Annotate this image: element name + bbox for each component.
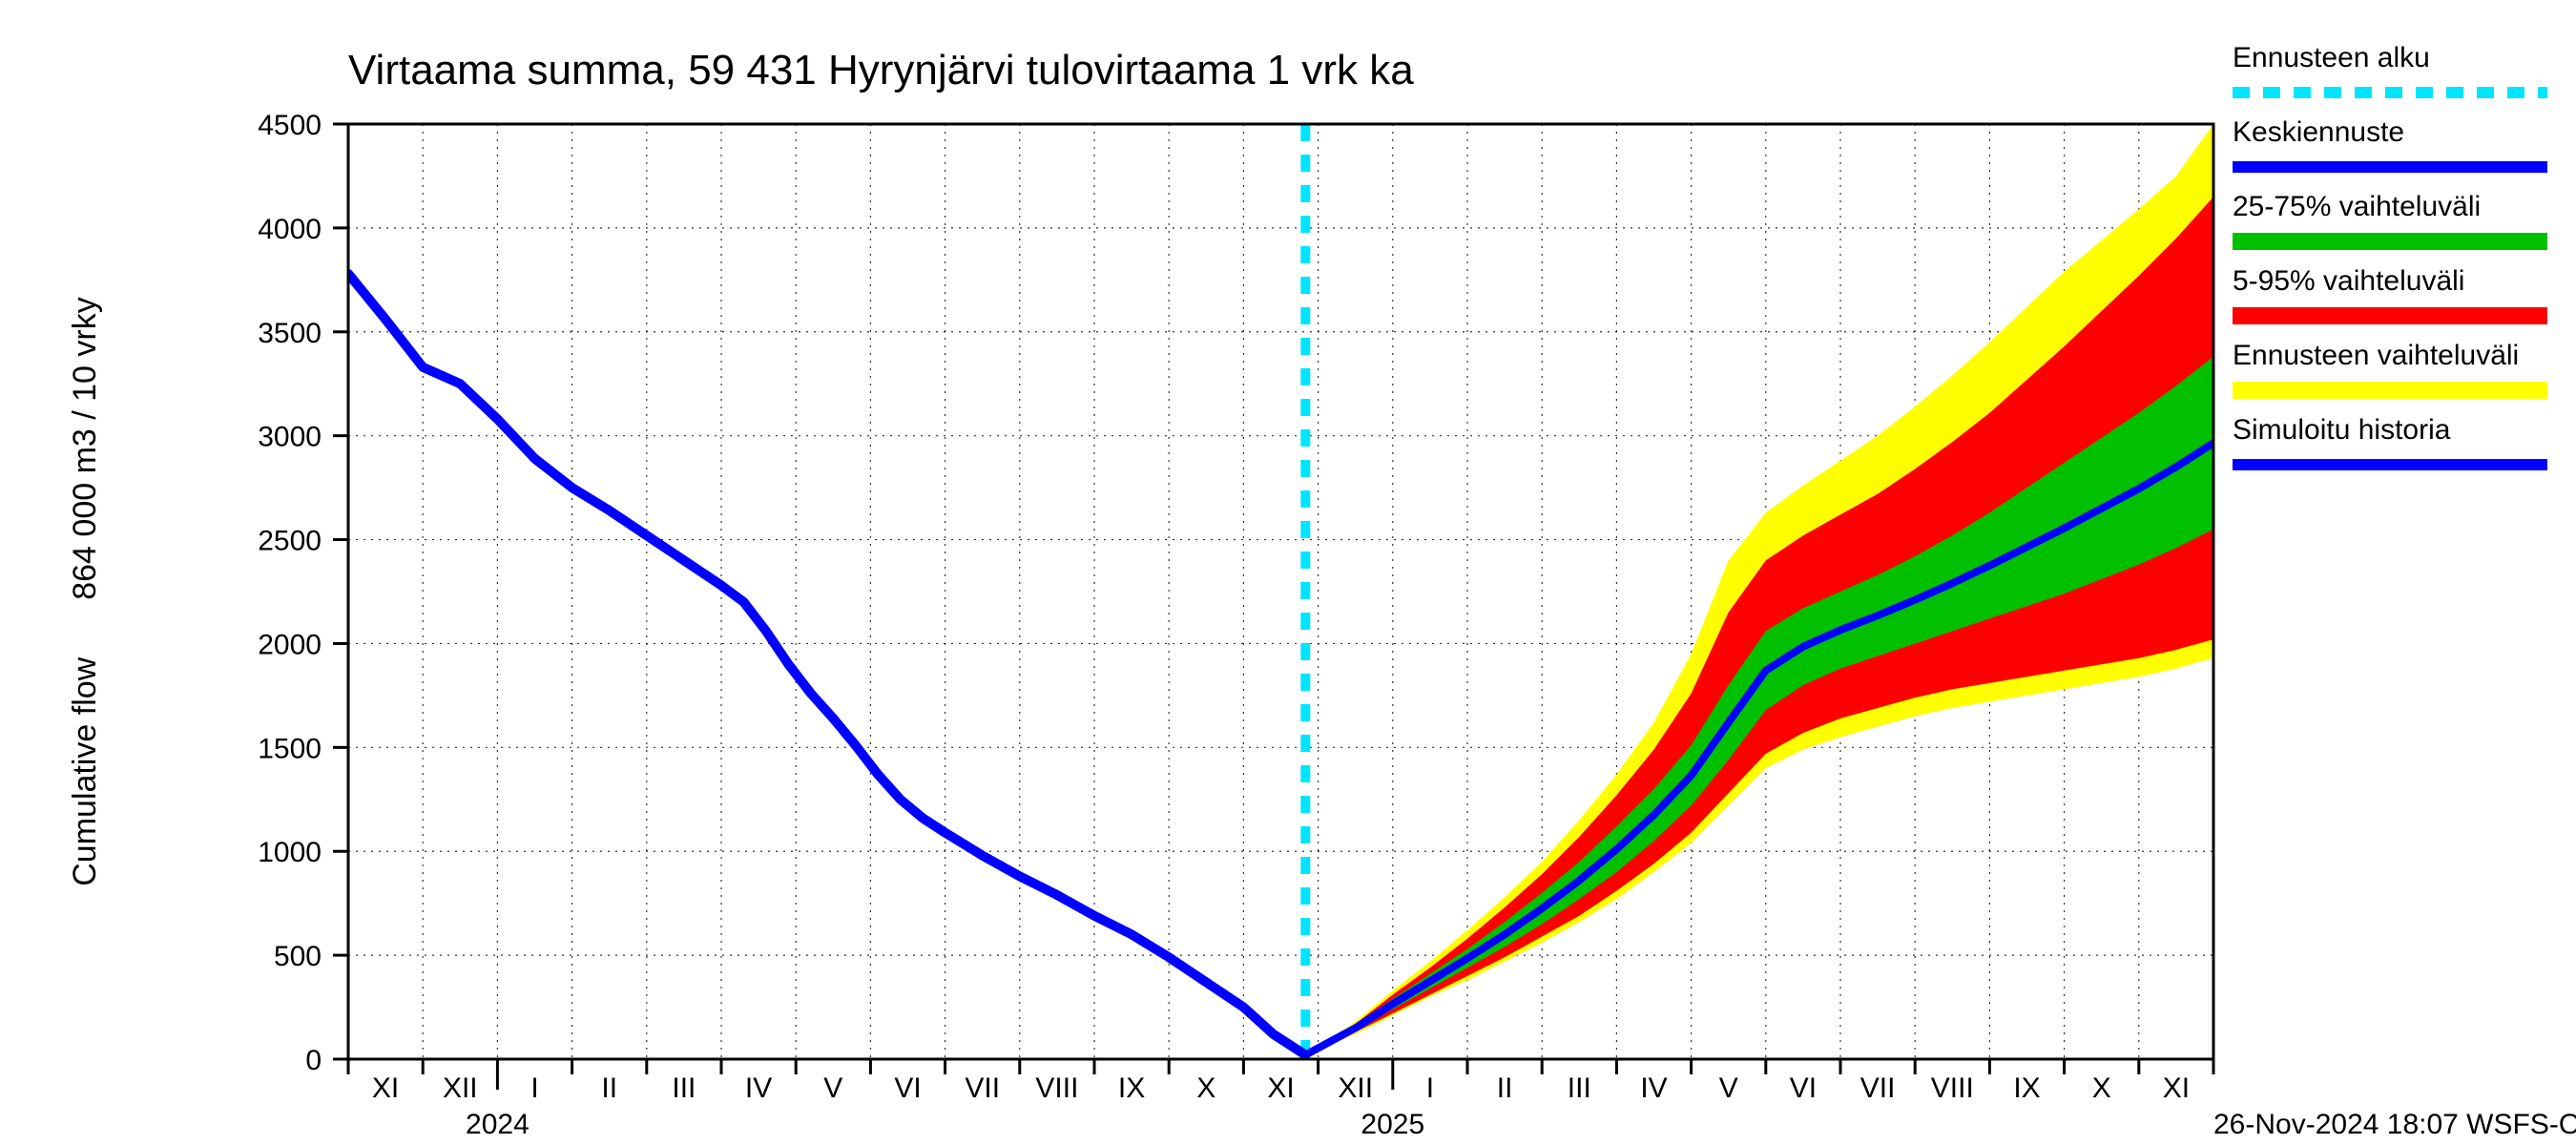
x-month-label: I — [530, 1072, 538, 1104]
x-month-label: VIII — [1035, 1072, 1078, 1104]
x-month-label: XI — [1267, 1072, 1294, 1104]
legend-label: 5-95% vaihteluväli — [2233, 265, 2464, 297]
legend-swatch — [2233, 233, 2547, 250]
x-month-label: III — [1568, 1072, 1591, 1104]
legend-swatch — [2233, 382, 2547, 399]
chart-svg: 050010001500200025003000350040004500XIXI… — [0, 0, 2576, 1145]
legend-label: Keskiennuste — [2233, 116, 2404, 148]
x-month-label: I — [1426, 1072, 1434, 1104]
y-tick-label: 3000 — [258, 422, 322, 453]
footer-timestamp: 26-Nov-2024 18:07 WSFS-O — [2213, 1109, 2576, 1140]
legend-label: Ennusteen vaihteluväli — [2233, 340, 2519, 371]
y-tick-label: 500 — [274, 941, 322, 972]
x-month-label: III — [672, 1072, 696, 1104]
x-month-label: XII — [443, 1072, 478, 1104]
x-month-label: VII — [965, 1072, 1000, 1104]
chart-title: Virtaama summa, 59 431 Hyrynjärvi tulovi… — [348, 47, 1414, 94]
y-tick-label: 2000 — [258, 629, 322, 660]
x-year-label: 2024 — [466, 1109, 530, 1140]
x-month-label: XI — [372, 1072, 399, 1104]
x-month-label: VI — [1790, 1072, 1817, 1104]
y-tick-label: 4000 — [258, 214, 322, 245]
legend-swatch — [2233, 307, 2547, 324]
legend-label: 25-75% vaihteluväli — [2233, 191, 2481, 222]
x-month-label: V — [1719, 1072, 1738, 1104]
x-month-label: X — [2092, 1072, 2111, 1104]
x-month-label: VII — [1860, 1072, 1896, 1104]
x-month-label: II — [601, 1072, 617, 1104]
legend-label: Simuloitu historia — [2233, 414, 2451, 446]
x-month-label: X — [1196, 1072, 1215, 1104]
x-month-label: IX — [1118, 1072, 1145, 1104]
y-axis-title: Cumulative flow864 000 m3 / 10 vrky — [67, 297, 103, 886]
legend-label: Ennusteen alku — [2233, 42, 2430, 73]
chart-container: 050010001500200025003000350040004500XIXI… — [0, 0, 2576, 1145]
x-month-label: VI — [894, 1072, 921, 1104]
y-tick-label: 1500 — [258, 733, 322, 764]
x-month-label: V — [823, 1072, 842, 1104]
y-tick-label: 0 — [305, 1045, 322, 1076]
x-month-label: IX — [2013, 1072, 2040, 1104]
y-tick-label: 1000 — [258, 837, 322, 868]
x-month-label: IV — [1640, 1072, 1667, 1104]
y-tick-label: 4500 — [258, 110, 322, 141]
x-month-label: VIII — [1931, 1072, 1974, 1104]
x-month-label: XI — [2163, 1072, 2190, 1104]
x-month-label: IV — [745, 1072, 772, 1104]
y-tick-label: 3500 — [258, 318, 322, 349]
x-month-label: XII — [1338, 1072, 1373, 1104]
x-month-label: II — [1497, 1072, 1513, 1104]
x-year-label: 2025 — [1361, 1109, 1424, 1140]
y-tick-label: 2500 — [258, 526, 322, 557]
